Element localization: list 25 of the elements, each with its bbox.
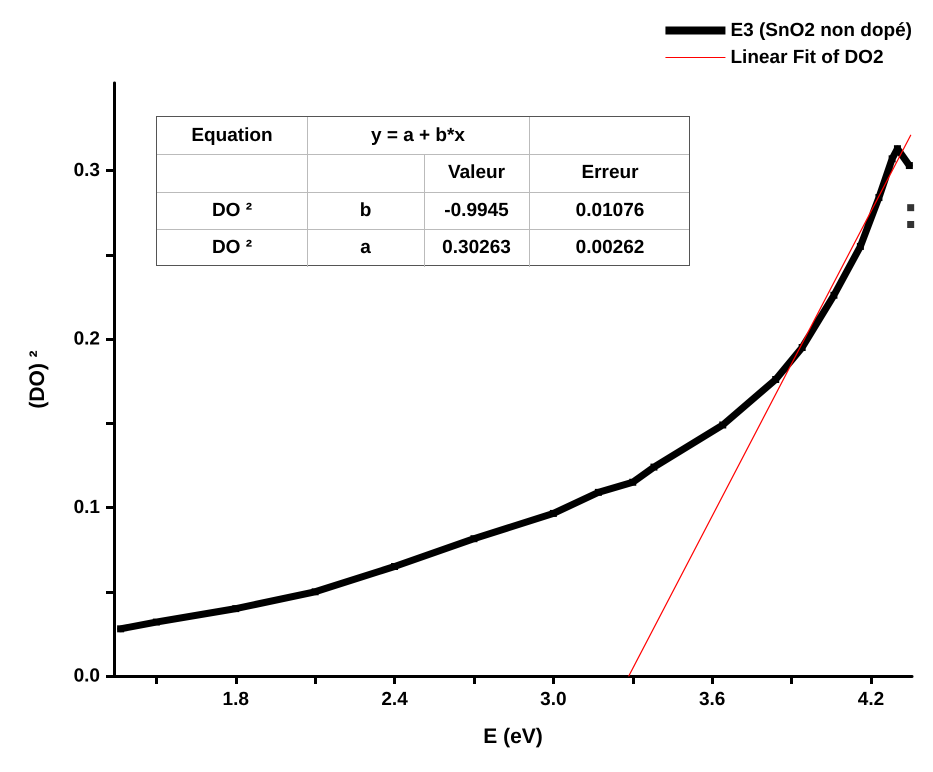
annotation: 0.00262 — [574, 236, 646, 260]
y-tick-label: 0.0 — [74, 666, 100, 686]
annotation: y = a + b*x — [370, 124, 466, 148]
y-axis-title: (DO) ² — [26, 350, 49, 409]
annotation: a — [359, 236, 372, 260]
annotation: DO ² — [210, 198, 254, 222]
x-axis-title: E (eV) — [483, 725, 543, 748]
legend-label: Linear Fit of DO2 — [730, 47, 884, 68]
x-tick-label: 3.0 — [540, 689, 567, 710]
annotation: 0.30263 — [441, 236, 512, 260]
y-tick-label: 0.1 — [74, 497, 100, 518]
annotation: Erreur — [580, 161, 640, 185]
annotation: DO ² — [210, 236, 254, 260]
annotation: -0.9945 — [443, 198, 510, 222]
annotation: Valeur — [446, 161, 506, 185]
x-tick-label: 3.6 — [698, 689, 726, 710]
annotation: 0.01076 — [574, 198, 646, 222]
x-tick-label: 1.8 — [222, 689, 249, 710]
x-tick-label: 2.4 — [381, 689, 408, 710]
y-tick-label: 0.3 — [74, 160, 100, 182]
annotation: Equation — [190, 124, 274, 148]
legend-label: E3 (SnO2 non dopé) — [730, 20, 912, 41]
annotation: b — [358, 198, 372, 222]
x-tick-label: 4.2 — [858, 689, 884, 710]
y-tick-label: 0.2 — [74, 328, 100, 350]
